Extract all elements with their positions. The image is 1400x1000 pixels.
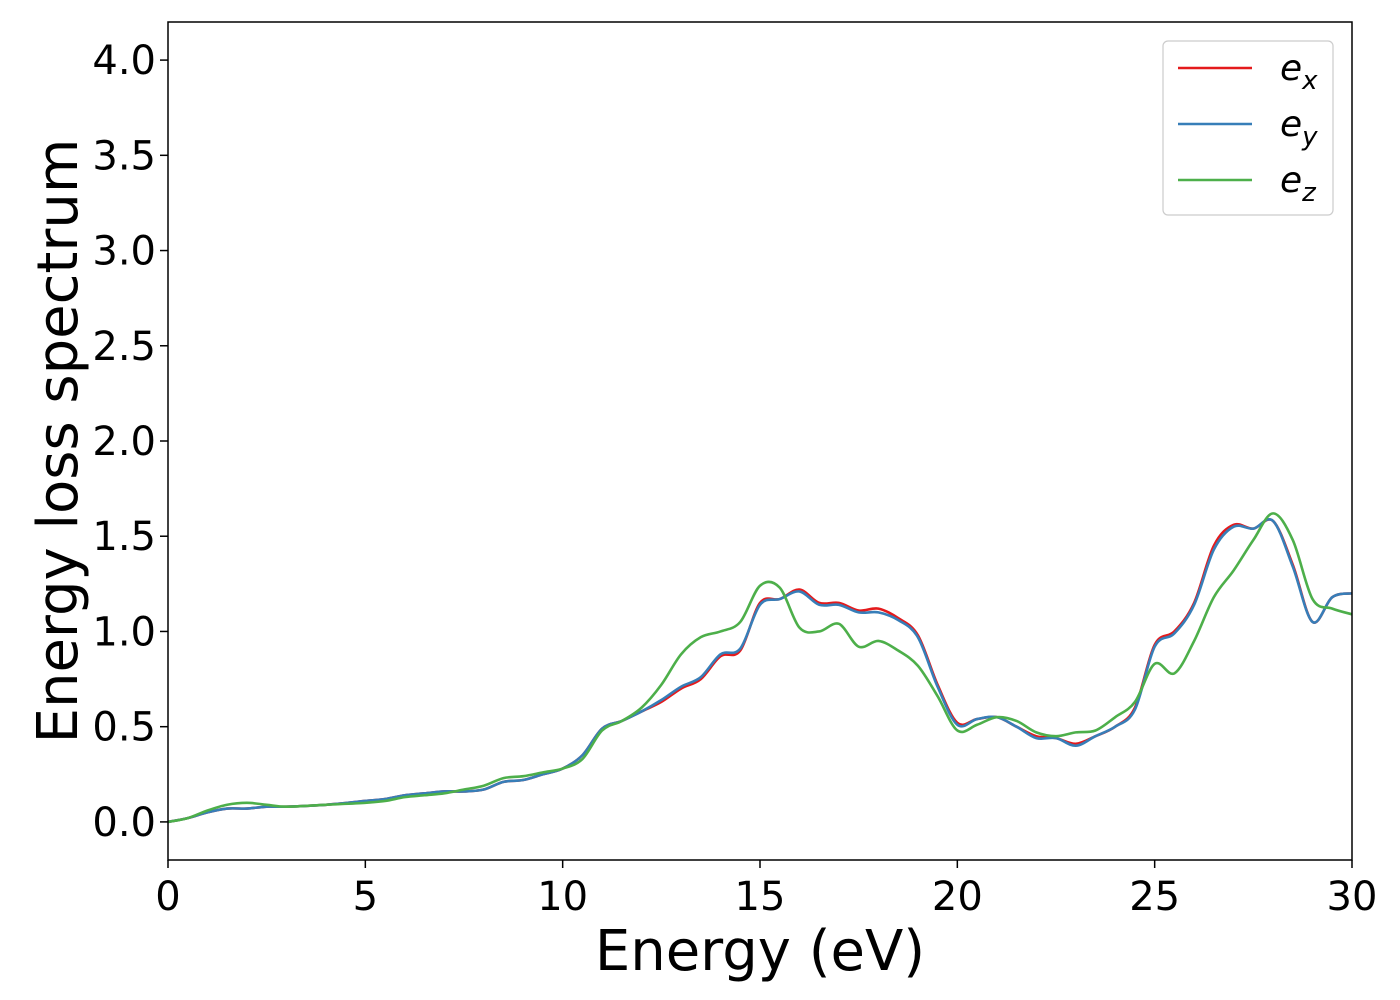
x-tick-label: 10 xyxy=(537,874,588,920)
series-layer xyxy=(168,512,1352,824)
legend-label-z: ez xyxy=(1280,160,1317,208)
series-line-e-z xyxy=(168,512,1352,824)
y-tick-label: 4.0 xyxy=(92,38,156,84)
series-line-e-x xyxy=(168,518,1352,824)
y-tick-label: 3.0 xyxy=(92,229,156,275)
x-tick-label: 15 xyxy=(735,874,786,920)
y-tick-label: 3.5 xyxy=(92,133,156,179)
x-axis-label: Energy (eV) xyxy=(595,919,925,984)
x-tick-label: 0 xyxy=(155,874,180,920)
y-tick-label: 1.0 xyxy=(92,609,156,655)
legend-label-x: ex xyxy=(1280,48,1318,96)
legend-label-y: ey xyxy=(1280,104,1318,152)
y-axis-ticks: 0.0 0.5 1.0 1.5 2.0 2.5 3.0 3.5 4.0 xyxy=(92,38,168,846)
x-tick-label: 20 xyxy=(932,874,983,920)
x-axis-ticks: 0 5 10 15 20 25 30 xyxy=(155,860,1377,920)
y-tick-label: 2.5 xyxy=(92,324,156,370)
y-tick-label: 1.5 xyxy=(92,514,156,560)
x-tick-label: 25 xyxy=(1129,874,1180,920)
y-axis-label: Energy loss spectrum xyxy=(26,139,91,744)
legend-box xyxy=(1162,40,1334,216)
x-tick-label: 5 xyxy=(353,874,378,920)
y-tick-label: 0.0 xyxy=(92,800,156,846)
series-line-e-y xyxy=(168,518,1352,824)
x-tick-label: 30 xyxy=(1327,874,1378,920)
y-tick-label: 2.0 xyxy=(92,419,156,465)
y-tick-label: 0.5 xyxy=(92,705,156,751)
legend: ex ey ez xyxy=(1162,40,1334,216)
